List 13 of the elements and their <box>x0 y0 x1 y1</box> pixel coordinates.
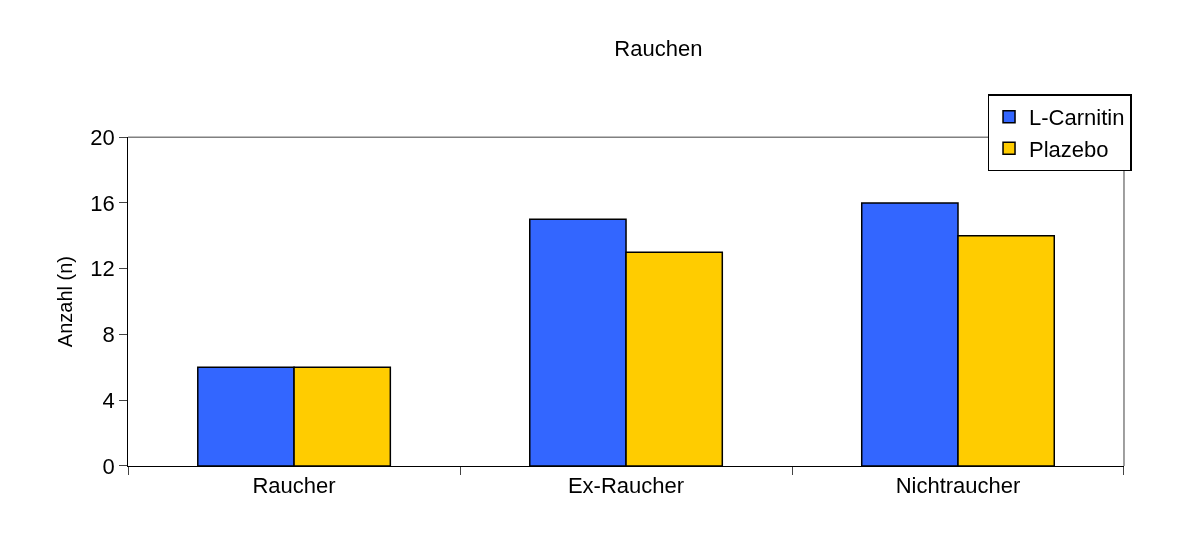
y-tick-label: 0 <box>102 453 115 479</box>
legend-label: Plazebo <box>1029 136 1109 162</box>
x-tick-label: Nichtraucher <box>895 473 1021 499</box>
y-tick-label: 4 <box>102 387 115 413</box>
x-tick-label: Raucher <box>252 473 336 499</box>
chart-title: Rauchen <box>614 36 703 62</box>
y-tick-label: 16 <box>90 190 115 216</box>
x-tick-label: Ex-Raucher <box>567 473 685 499</box>
legend-label: L-Carnitin <box>1029 105 1125 131</box>
y-tick-label: 12 <box>90 256 115 282</box>
y-tick-label: 8 <box>102 322 115 348</box>
y-axis-title: Anzahl (n) <box>53 255 76 348</box>
y-tick-label: 20 <box>90 124 115 150</box>
